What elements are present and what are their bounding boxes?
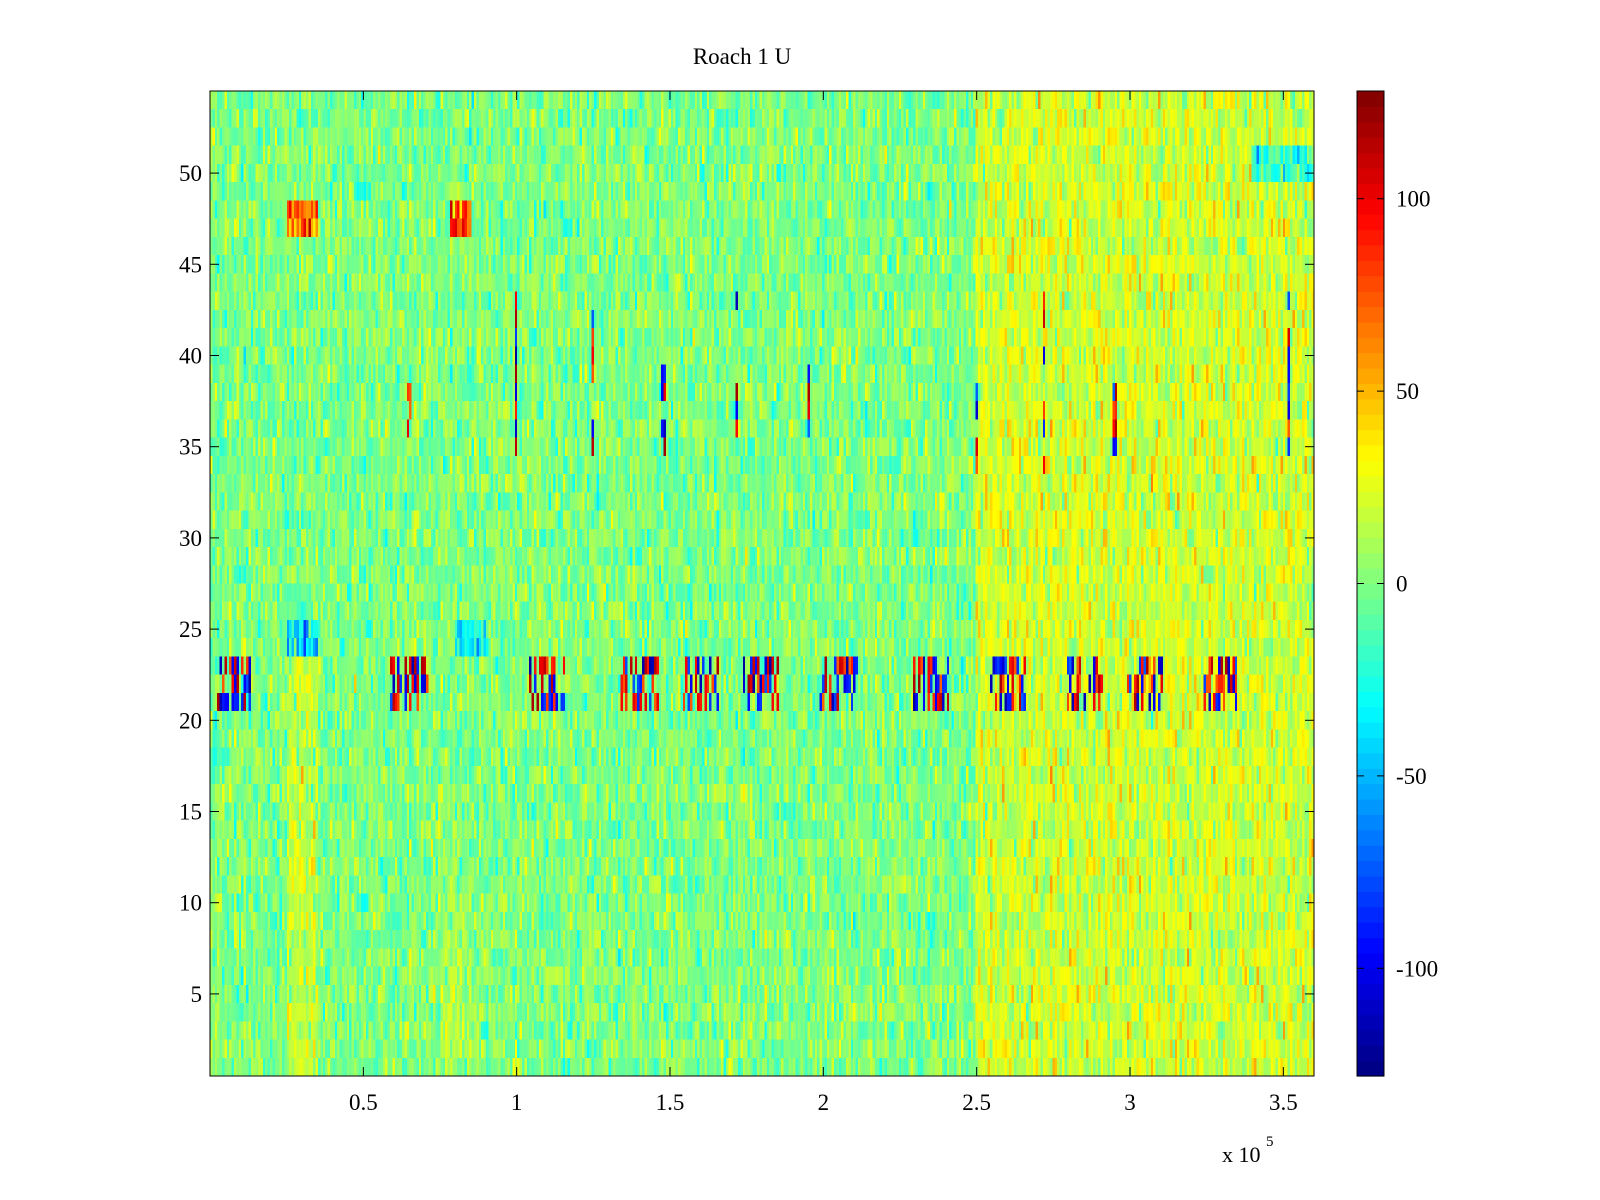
colorbar-swatch xyxy=(1357,829,1384,846)
colorbar-swatch xyxy=(1357,198,1384,215)
colorbar-swatch xyxy=(1357,937,1384,954)
x-tick-label: 2 xyxy=(818,1090,830,1115)
x-tick-label: 1 xyxy=(511,1090,523,1115)
colorbar-swatch xyxy=(1357,737,1384,754)
colorbar-swatch xyxy=(1357,1029,1384,1046)
colorbar-swatch xyxy=(1357,368,1384,385)
colorbar-swatch xyxy=(1357,783,1384,800)
colorbar-swatch xyxy=(1357,983,1384,1000)
colorbar-swatch xyxy=(1357,321,1384,338)
colorbar-swatch xyxy=(1357,260,1384,277)
x-exponent-power: 5 xyxy=(1266,1134,1274,1150)
y-tick-label: 10 xyxy=(179,891,202,916)
y-tick-label: 30 xyxy=(179,526,202,551)
colorbar: 100 50 0 -50 -100 xyxy=(1356,90,1438,1077)
colorbar-swatch xyxy=(1357,152,1384,169)
y-tick-label: 40 xyxy=(179,343,202,368)
colorbar-swatch xyxy=(1357,860,1384,877)
colorbar-swatch xyxy=(1357,383,1384,400)
colorbar-swatch xyxy=(1357,106,1384,123)
colorbar-swatch xyxy=(1357,537,1384,554)
colorbar-tick-label: 50 xyxy=(1396,379,1419,404)
colorbar-swatch xyxy=(1357,137,1384,154)
colorbar-swatch xyxy=(1357,891,1384,908)
colorbar-swatch xyxy=(1357,214,1384,231)
y-tick-label: 35 xyxy=(179,435,202,460)
colorbar-swatch xyxy=(1357,167,1384,184)
colorbar-swatch xyxy=(1357,414,1384,431)
colorbar-swatch xyxy=(1357,706,1384,723)
x-tick-label: 1.5 xyxy=(656,1090,685,1115)
y-tick-label: 25 xyxy=(179,617,202,642)
y-tick-label: 5 xyxy=(191,982,203,1007)
colorbar-swatch xyxy=(1357,91,1384,107)
x-tick-label: 3 xyxy=(1124,1090,1136,1115)
colorbar-tick-label: 100 xyxy=(1396,187,1431,212)
x-tick-label: 3.5 xyxy=(1269,1090,1298,1115)
colorbar-swatch xyxy=(1357,798,1384,815)
colorbar-swatch xyxy=(1357,768,1384,785)
colorbar-swatch xyxy=(1357,275,1384,292)
colorbar-swatch xyxy=(1357,568,1384,585)
colorbar-swatch xyxy=(1357,1045,1384,1062)
colorbar-tick-label: 0 xyxy=(1396,572,1408,597)
colorbar-swatch xyxy=(1357,552,1384,569)
colorbar-swatch xyxy=(1357,183,1384,200)
colorbar-tick-label: -50 xyxy=(1396,764,1427,789)
colorbar-swatch xyxy=(1357,614,1384,631)
colorbar-swatch xyxy=(1357,429,1384,446)
colorbar-swatch xyxy=(1357,1014,1384,1031)
colorbar-swatch xyxy=(1357,229,1384,246)
colorbar-swatch xyxy=(1357,121,1384,138)
y-tick-label: 50 xyxy=(179,161,202,186)
colorbar-swatch xyxy=(1357,291,1384,308)
colorbar-swatch xyxy=(1357,444,1384,461)
colorbar-swatch xyxy=(1357,675,1384,692)
colorbar-swatch xyxy=(1357,521,1384,538)
colorbar-swatch xyxy=(1357,722,1384,739)
colorbar-swatch xyxy=(1357,814,1384,831)
y-tick-label: 20 xyxy=(179,708,202,733)
x-exponent-label: x 10 5 xyxy=(1222,1134,1274,1167)
colorbar-swatch xyxy=(1357,906,1384,923)
colorbar-swatch xyxy=(1357,752,1384,769)
colorbar-swatch xyxy=(1357,922,1384,939)
colorbar-swatch xyxy=(1357,583,1384,600)
plot-frame xyxy=(209,90,1315,1077)
colorbar-swatch xyxy=(1357,660,1384,677)
x-exponent-base: x 10 xyxy=(1222,1142,1261,1167)
colorbar-swatch xyxy=(1357,845,1384,862)
y-tick-label: 15 xyxy=(179,800,202,825)
colorbar-swatch xyxy=(1357,629,1384,646)
colorbar-swatch xyxy=(1357,1060,1384,1077)
colorbar-swatch xyxy=(1357,875,1384,892)
colorbar-swatch xyxy=(1357,645,1384,662)
heatmap-cells xyxy=(210,91,1314,1076)
colorbar-swatch xyxy=(1357,491,1384,508)
colorbar-swatch xyxy=(1357,337,1384,354)
colorbar-swatch xyxy=(1357,244,1384,261)
x-tick-label: 0.5 xyxy=(349,1090,378,1115)
y-tick-label: 45 xyxy=(179,252,202,277)
colorbar-swatch xyxy=(1357,398,1384,415)
colorbar-swatch xyxy=(1357,460,1384,477)
colorbar-swatch xyxy=(1357,475,1384,492)
colorbar-swatch xyxy=(1357,506,1384,523)
colorbar-swatch xyxy=(1357,968,1384,985)
colorbar-tick-label: -100 xyxy=(1396,956,1438,981)
axes: 0.5 1 1.5 2 2.5 3 3.5 5 10 15 20 25 30 35 40 45 50 xyxy=(179,90,1315,1115)
colorbar-swatch xyxy=(1357,352,1384,369)
colorbar-swatch xyxy=(1357,691,1384,708)
colorbar-swatch xyxy=(1357,999,1384,1016)
x-tick-label: 2.5 xyxy=(962,1090,991,1115)
heatmap-image xyxy=(210,91,1314,1076)
colorbar-swatch xyxy=(1357,952,1384,969)
colorbar-swatch xyxy=(1357,306,1384,323)
chart-title: Roach 1 U xyxy=(693,44,792,69)
colorbar-swatch xyxy=(1357,598,1384,615)
